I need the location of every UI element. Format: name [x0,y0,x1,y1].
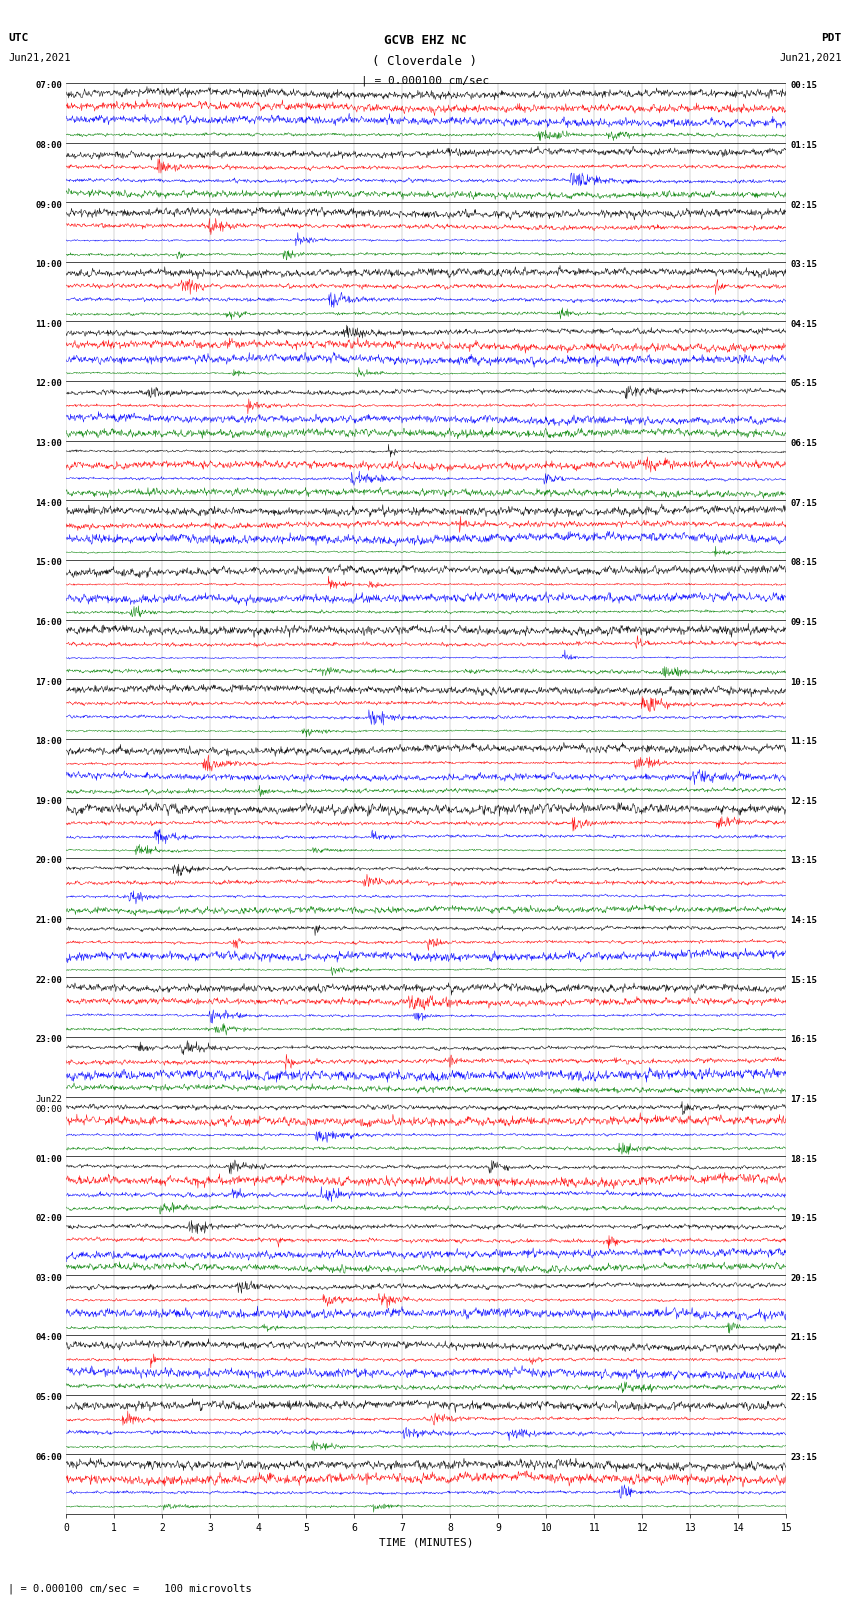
X-axis label: TIME (MINUTES): TIME (MINUTES) [379,1537,473,1547]
Text: 21:15: 21:15 [790,1334,818,1342]
Text: 13:00: 13:00 [35,439,62,448]
Text: 22:15: 22:15 [790,1394,818,1402]
Text: 04:00: 04:00 [35,1334,62,1342]
Text: 22:00: 22:00 [35,976,62,984]
Text: 05:00: 05:00 [35,1394,62,1402]
Text: 17:00: 17:00 [35,677,62,687]
Text: 11:15: 11:15 [790,737,818,747]
Text: 11:00: 11:00 [35,319,62,329]
Text: 01:15: 01:15 [790,140,818,150]
Text: 10:00: 10:00 [35,260,62,269]
Text: PDT: PDT [821,32,842,44]
Text: 06:15: 06:15 [790,439,818,448]
Text: 08:15: 08:15 [790,558,818,568]
Text: 15:15: 15:15 [790,976,818,984]
Text: 20:00: 20:00 [35,857,62,866]
Text: 03:15: 03:15 [790,260,818,269]
Text: 08:00: 08:00 [35,140,62,150]
Text: 15:00: 15:00 [35,558,62,568]
Text: 07:00: 07:00 [35,81,62,90]
Text: 14:15: 14:15 [790,916,818,926]
Text: 17:15: 17:15 [790,1095,818,1103]
Text: 09:15: 09:15 [790,618,818,627]
Text: 23:15: 23:15 [790,1453,818,1461]
Text: Jun21,2021: Jun21,2021 [8,53,71,63]
Text: 12:15: 12:15 [790,797,818,806]
Text: 18:15: 18:15 [790,1155,818,1163]
Text: 19:15: 19:15 [790,1215,818,1223]
Text: | = 0.000100 cm/sec =    100 microvolts: | = 0.000100 cm/sec = 100 microvolts [8,1582,252,1594]
Text: Jun21,2021: Jun21,2021 [779,53,842,63]
Text: 18:00: 18:00 [35,737,62,747]
Text: | = 0.000100 cm/sec: | = 0.000100 cm/sec [361,76,489,87]
Text: Jun22
00:00: Jun22 00:00 [35,1095,62,1115]
Text: 20:15: 20:15 [790,1274,818,1282]
Text: 03:00: 03:00 [35,1274,62,1282]
Text: UTC: UTC [8,32,29,44]
Text: 16:00: 16:00 [35,618,62,627]
Text: GCVB EHZ NC: GCVB EHZ NC [383,34,467,47]
Text: 10:15: 10:15 [790,677,818,687]
Text: 16:15: 16:15 [790,1036,818,1044]
Text: 02:15: 02:15 [790,200,818,210]
Text: 04:15: 04:15 [790,319,818,329]
Text: 01:00: 01:00 [35,1155,62,1163]
Text: 02:00: 02:00 [35,1215,62,1223]
Text: 05:15: 05:15 [790,379,818,389]
Text: 23:00: 23:00 [35,1036,62,1044]
Text: ( Cloverdale ): ( Cloverdale ) [372,55,478,68]
Text: 07:15: 07:15 [790,498,818,508]
Text: 09:00: 09:00 [35,200,62,210]
Text: 19:00: 19:00 [35,797,62,806]
Text: 13:15: 13:15 [790,857,818,866]
Text: 06:00: 06:00 [35,1453,62,1461]
Text: 21:00: 21:00 [35,916,62,926]
Text: 14:00: 14:00 [35,498,62,508]
Text: 00:15: 00:15 [790,81,818,90]
Text: 12:00: 12:00 [35,379,62,389]
